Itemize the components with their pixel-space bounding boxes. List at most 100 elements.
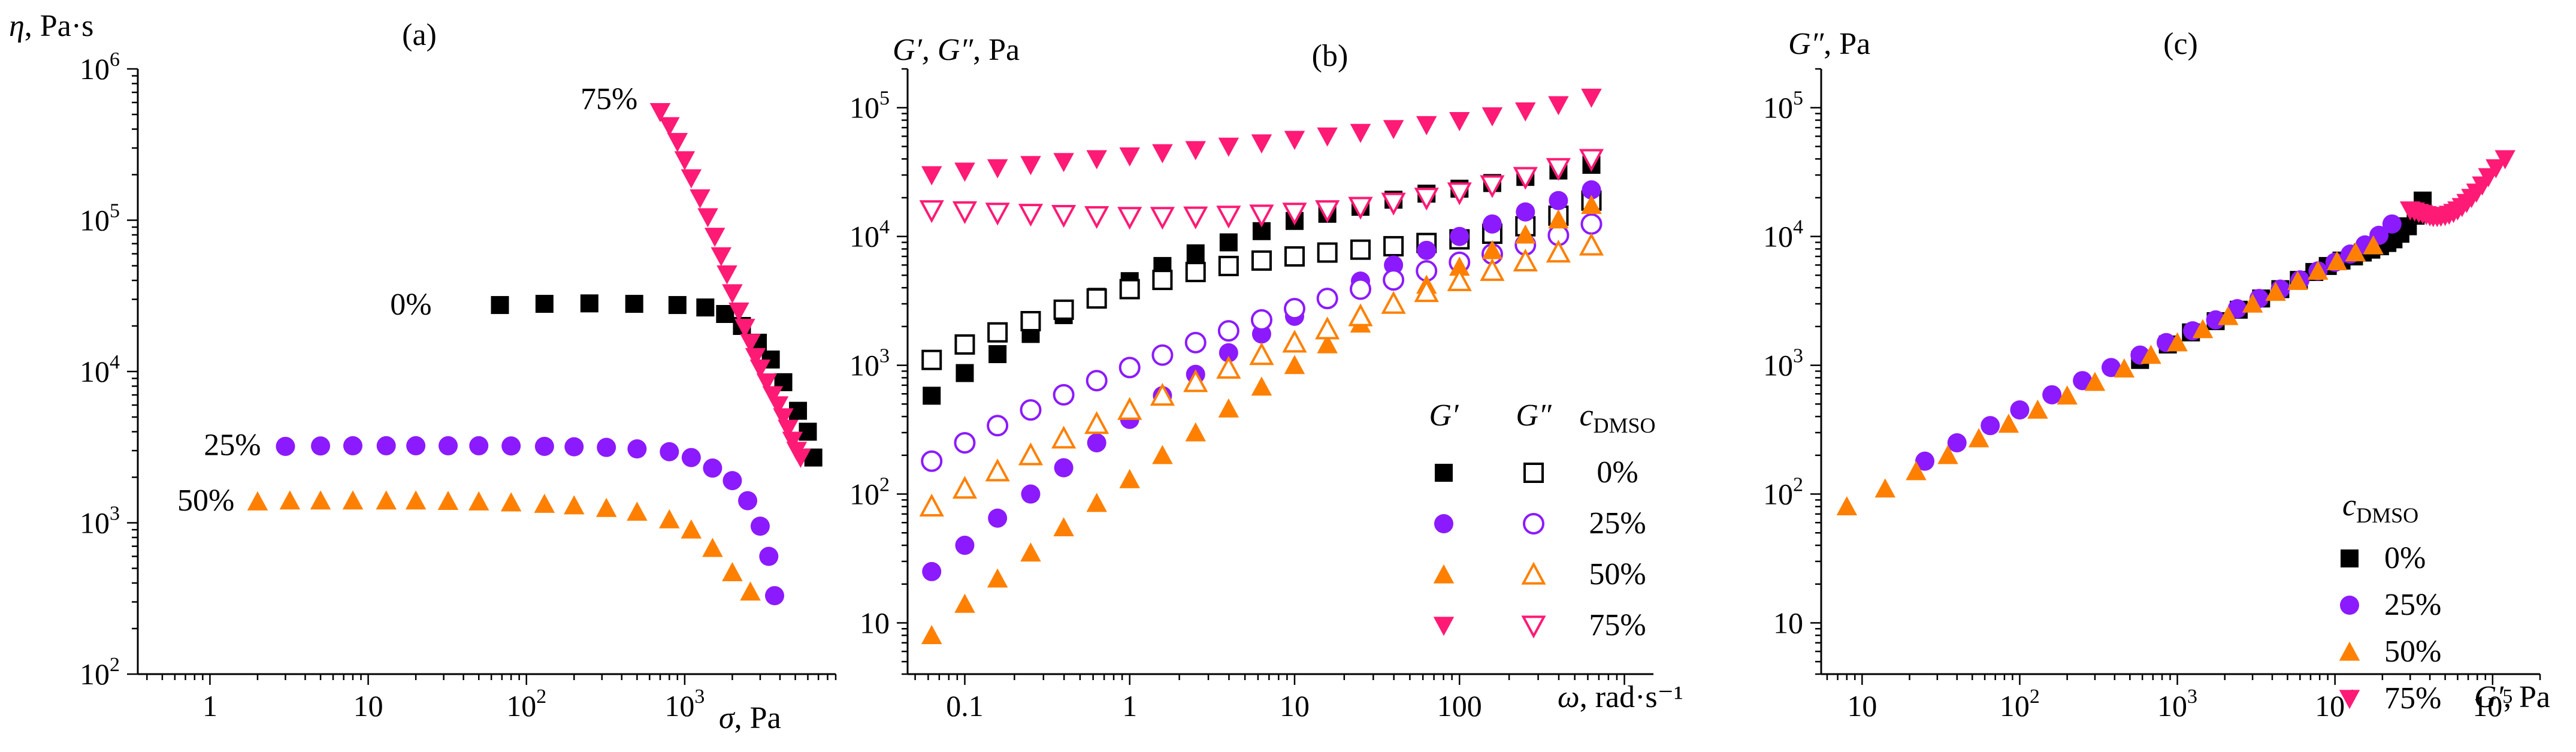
data-point <box>2326 251 2348 270</box>
data-point <box>740 334 761 354</box>
data-point <box>704 228 725 247</box>
data-point <box>1051 425 1077 449</box>
data-point <box>690 189 710 209</box>
data-point <box>782 431 803 451</box>
data-point <box>1548 209 1569 229</box>
y-axis-label: G′, G″, Pa <box>893 33 1020 67</box>
data-point <box>1516 202 1535 222</box>
data-point <box>722 562 743 581</box>
data-point <box>1449 112 1470 131</box>
legend-marker <box>1523 513 1544 534</box>
data-point <box>595 497 617 517</box>
data-point <box>1282 330 1307 353</box>
x-tick-label: 105 <box>2472 685 2512 723</box>
data-point <box>1513 167 1538 190</box>
data-point <box>1020 399 1042 421</box>
data-point <box>749 359 771 379</box>
data-point <box>1581 195 1602 215</box>
data-point <box>1020 542 1041 562</box>
data-point <box>2495 150 2515 170</box>
data-point <box>437 491 459 511</box>
data-point <box>681 169 702 189</box>
data-point <box>697 208 718 228</box>
data-point <box>1283 298 1305 320</box>
data-point <box>1450 226 1470 246</box>
legend: cDMSO 0% 25% 50% 75% <box>2339 488 2441 715</box>
data-point <box>1020 310 1041 331</box>
data-point <box>469 436 489 455</box>
data-point <box>667 132 688 152</box>
data-point <box>1186 244 1205 262</box>
data-point <box>987 322 1008 343</box>
legend-label: 75% <box>2384 681 2441 715</box>
series-g-0- <box>921 190 1602 370</box>
data-point <box>1150 382 1175 406</box>
legend-marker <box>1521 561 1546 585</box>
data-point <box>279 490 301 510</box>
data-point <box>759 546 779 566</box>
data-point <box>955 536 975 555</box>
x-tick-label: 102 <box>2000 685 2040 723</box>
data-point <box>2140 345 2161 364</box>
data-point <box>1018 204 1044 227</box>
y-tick-label: 104 <box>1763 216 1803 253</box>
series-label: 50% <box>177 484 234 518</box>
data-point <box>681 448 701 467</box>
data-point <box>1836 496 1858 516</box>
data-point <box>710 247 732 267</box>
data-point <box>1152 270 1173 291</box>
data-point <box>1998 413 2019 433</box>
series-25-: 25% <box>204 428 785 606</box>
y-tick-label: 10 <box>860 606 890 639</box>
data-point <box>987 568 1008 588</box>
data-point <box>1874 478 1896 498</box>
data-point <box>1546 240 1571 263</box>
data-point <box>1218 137 1239 157</box>
data-point <box>405 490 427 510</box>
data-point <box>1084 206 1109 229</box>
data-point <box>952 201 978 224</box>
series-50-: 50% <box>177 484 761 601</box>
data-point <box>923 386 941 405</box>
data-point <box>625 295 643 313</box>
data-point <box>1384 255 1404 275</box>
data-point <box>660 442 679 461</box>
data-point <box>2192 319 2214 339</box>
data-point <box>659 117 680 137</box>
data-point <box>1250 309 1272 331</box>
legend-marker <box>1523 463 1544 483</box>
data-point <box>311 436 331 456</box>
data-point <box>1152 144 1173 164</box>
data-point <box>342 490 364 510</box>
data-point <box>1317 242 1338 263</box>
data-point <box>954 431 976 454</box>
data-point <box>1579 232 1604 256</box>
y-axis-label: η, Pa·s <box>9 9 93 43</box>
x-tick-label: 10 <box>1847 689 1877 723</box>
legend-label: 50% <box>1589 557 1646 591</box>
data-point <box>1350 123 1371 143</box>
data-point <box>1947 433 1967 452</box>
data-point <box>1348 303 1373 327</box>
data-point <box>922 561 942 581</box>
series-label: 0% <box>390 288 431 322</box>
data-point <box>696 298 715 317</box>
data-point <box>750 517 770 536</box>
legend-head-loss: G″ <box>1516 398 1552 433</box>
data-point <box>2287 270 2308 290</box>
data-point <box>649 103 671 122</box>
panel-a: 1 10 102 103 102 103 104 105 106 η, Pa·s σ, Pa (a) 0… <box>9 9 837 735</box>
data-point <box>1981 416 2000 436</box>
data-point <box>681 519 702 539</box>
panel-label: (a) <box>402 18 437 52</box>
data-point <box>500 492 522 512</box>
legend: G′ G″ cDMSO 0% 25% 50% 75% <box>1429 398 1656 642</box>
data-point <box>534 493 555 513</box>
data-point <box>1117 207 1142 230</box>
data-point <box>1151 344 1174 366</box>
x-tick-label: 102 <box>506 685 546 723</box>
y-tick-label: 102 <box>849 474 890 511</box>
data-point <box>1447 182 1472 206</box>
data-point <box>765 586 785 606</box>
data-point <box>2010 400 2030 420</box>
